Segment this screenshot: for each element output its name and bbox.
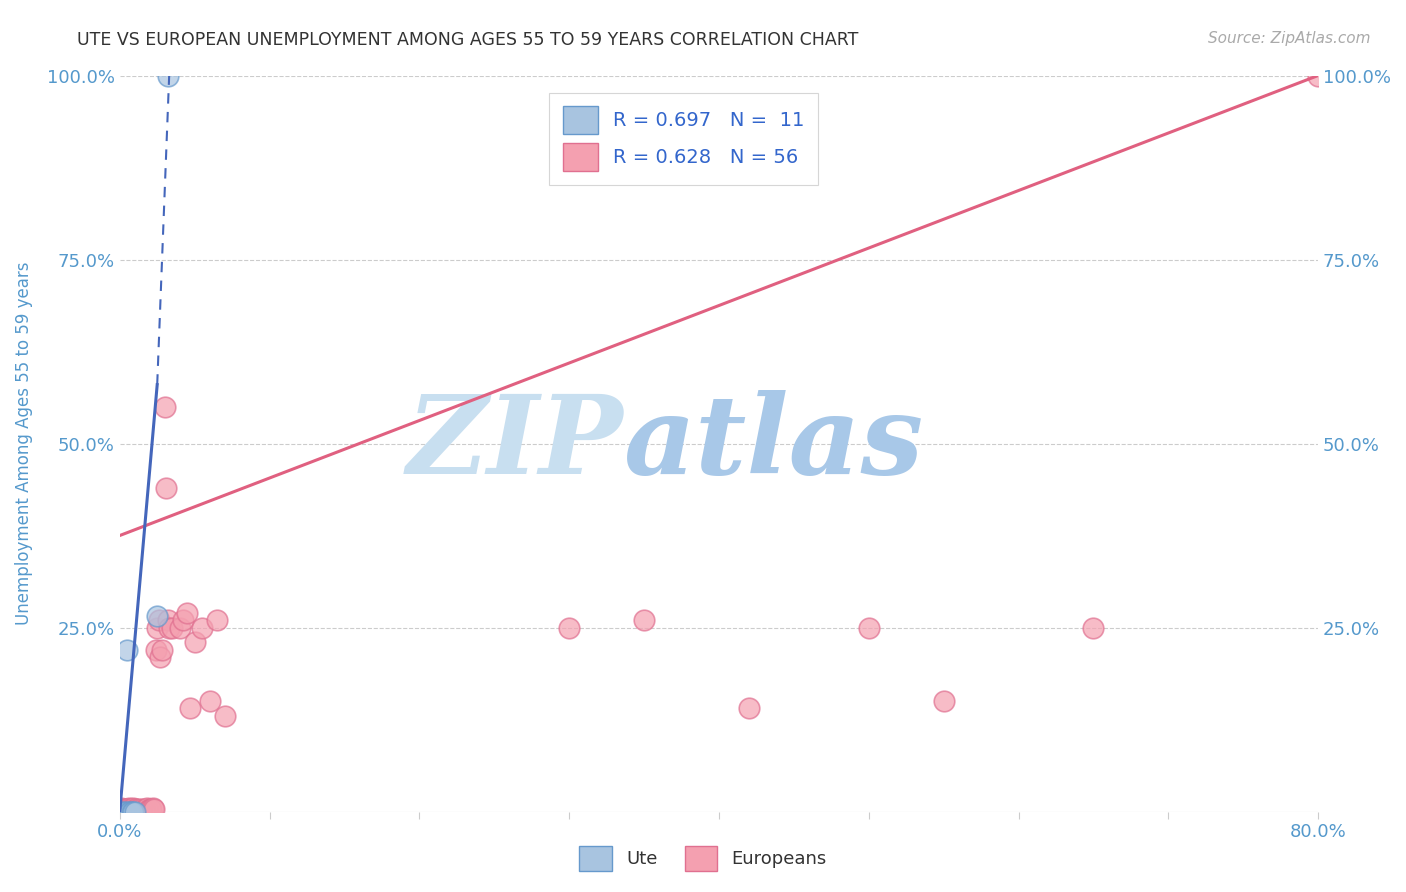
Point <box>160 620 183 634</box>
Point <box>114 802 136 816</box>
Point <box>191 620 214 634</box>
Point <box>183 635 205 649</box>
Point <box>148 613 170 627</box>
Point <box>131 801 153 815</box>
Point <box>146 609 169 624</box>
Point <box>156 613 179 627</box>
Point <box>138 802 160 816</box>
Point <box>118 803 141 817</box>
Point <box>124 802 146 816</box>
Point <box>115 802 138 816</box>
Point <box>146 620 169 634</box>
Point <box>149 649 172 664</box>
Legend: R = 0.697   N =  11, R = 0.628   N = 56: R = 0.697 N = 11, R = 0.628 N = 56 <box>548 93 818 185</box>
Point <box>112 801 135 815</box>
Point <box>141 801 163 815</box>
Point <box>121 805 143 819</box>
Text: UTE VS EUROPEAN UNEMPLOYMENT AMONG AGES 55 TO 59 YEARS CORRELATION CHART: UTE VS EUROPEAN UNEMPLOYMENT AMONG AGES … <box>77 31 859 49</box>
Point <box>932 694 955 708</box>
Point <box>129 804 152 818</box>
Point <box>132 803 155 817</box>
Point <box>128 802 150 816</box>
Point <box>127 803 149 817</box>
Point <box>558 620 581 634</box>
Text: Source: ZipAtlas.com: Source: ZipAtlas.com <box>1208 31 1371 46</box>
Point <box>122 803 145 817</box>
Point <box>124 805 146 819</box>
Point <box>122 805 145 819</box>
Point <box>111 803 134 817</box>
Point <box>134 802 156 816</box>
Point <box>198 694 221 708</box>
Point <box>176 606 198 620</box>
Point <box>157 620 180 634</box>
Point <box>122 801 145 815</box>
Point <box>112 805 135 819</box>
Point <box>150 642 173 657</box>
Point <box>120 802 142 816</box>
Text: ZIP: ZIP <box>406 390 623 497</box>
Point <box>156 69 179 83</box>
Point <box>205 613 228 627</box>
Point <box>118 805 141 819</box>
Point <box>112 805 135 819</box>
Point <box>169 620 191 634</box>
Point <box>110 805 132 819</box>
Point <box>143 802 166 816</box>
Point <box>118 801 141 815</box>
Point <box>121 801 143 815</box>
Point <box>633 613 655 627</box>
Point <box>858 620 880 634</box>
Point <box>121 804 143 818</box>
Point <box>135 801 157 815</box>
Point <box>115 805 138 819</box>
Point <box>110 801 132 815</box>
Point <box>738 701 761 715</box>
Point <box>114 805 136 819</box>
Point <box>214 709 236 723</box>
Point <box>142 801 165 815</box>
Point <box>136 803 159 817</box>
Point <box>125 801 148 815</box>
Point <box>115 642 138 657</box>
Point <box>1308 69 1330 83</box>
Point <box>155 481 177 495</box>
Point <box>145 642 167 657</box>
Point <box>153 400 176 414</box>
Point <box>172 613 194 627</box>
Point <box>114 804 136 818</box>
Y-axis label: Unemployment Among Ages 55 to 59 years: Unemployment Among Ages 55 to 59 years <box>15 261 32 625</box>
Text: atlas: atlas <box>623 390 924 497</box>
Point <box>120 805 142 819</box>
Point <box>110 805 132 819</box>
Point <box>179 701 201 715</box>
Legend: Ute, Europeans: Ute, Europeans <box>572 838 834 879</box>
Point <box>1083 620 1105 634</box>
